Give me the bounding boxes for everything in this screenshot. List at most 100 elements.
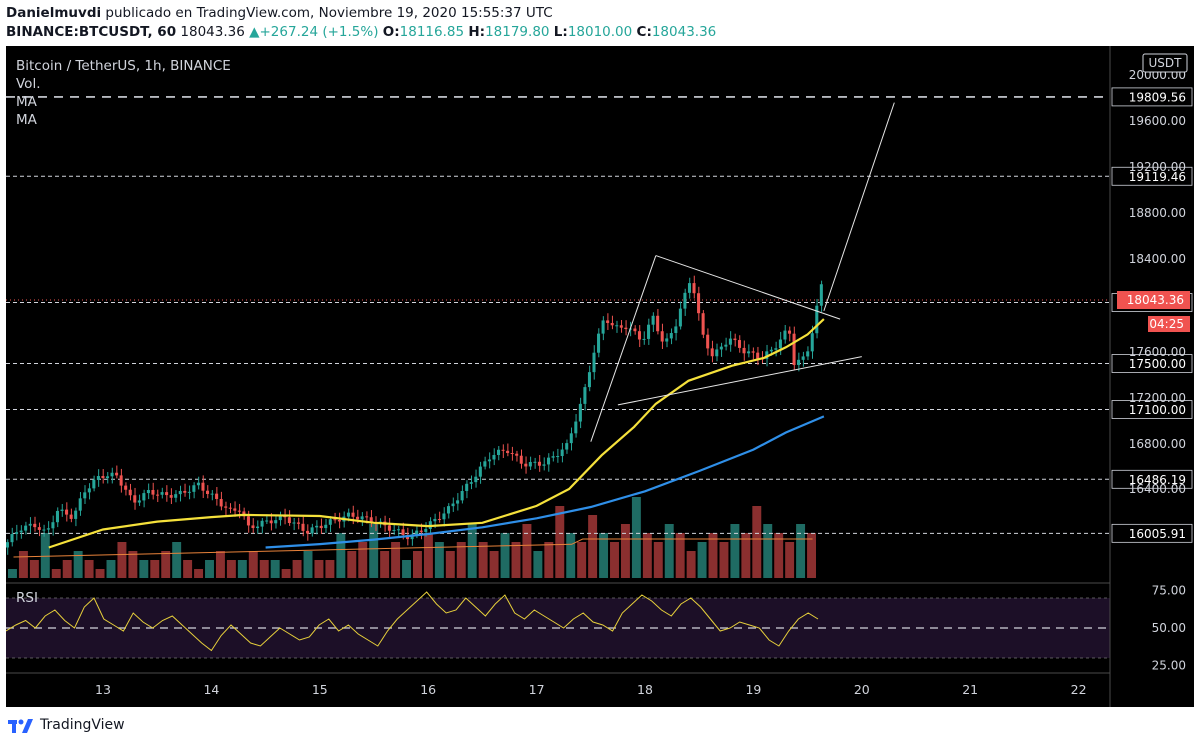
chart-title: Bitcoin / TetherUS, 1h, BINANCE [16,58,231,74]
ma-blue-line [265,415,825,549]
volume-bar [139,560,149,578]
volume-bar [653,542,663,578]
candle-body [306,530,310,534]
volume-bar [697,542,707,578]
candle-body [737,340,742,348]
candle-body [269,520,273,524]
candle-body [715,349,719,357]
high-label: H: [468,24,486,40]
candle-body [346,512,350,517]
candle-body [478,466,482,477]
candle-body [533,461,537,463]
level-label: 17500.00 [1129,357,1186,371]
moving-averages [48,318,825,549]
candle-body [24,525,28,531]
volume-bar [303,551,313,578]
candle-body [74,510,78,519]
volume-bar [270,560,280,578]
chart-area[interactable]: 16005.9116486.1917100.0017500.0018021.71… [5,46,1194,707]
candle-body [647,324,651,339]
rsi-legend: RSI [16,590,38,606]
time-axis[interactable]: 13 14 15 16 17 18 19 20 21 22 [95,682,1087,697]
candle-body [10,534,14,543]
candle-body [60,509,64,511]
volume-ma-line [13,538,813,558]
volume-bar [380,551,390,578]
tradingview-logo[interactable]: TradingView [8,716,125,734]
volume-bar [434,542,444,578]
price-tick: 17200.00 [1129,391,1186,405]
level-label: 19809.56 [1129,90,1186,104]
candle-body [333,519,337,521]
volume-bar [248,551,258,578]
level-badge [1111,87,1193,107]
candle-body [78,498,82,511]
candle-body [365,516,369,518]
candle-body [351,512,355,517]
volume-bar [183,560,193,578]
candle-body [146,490,150,494]
author-name[interactable]: Danielmuvdi [6,5,102,21]
candle-body [287,517,291,524]
candle-body [5,542,9,548]
candle-body [801,356,805,360]
candle-body [301,523,305,531]
candle-body [251,525,255,529]
price-tick: 16400.00 [1129,482,1186,496]
candle-body [137,500,141,503]
open-value: 18116.85 [399,24,465,40]
candle-body [55,510,60,523]
symbol-line: BINANCE:BTCUSDT, 60 18043.36 ▲+267.24 (+… [6,24,716,40]
levels-layer [6,96,1110,534]
candle-body [619,325,623,328]
candle-body [87,488,91,493]
volume-bar [413,551,422,578]
candle-body [583,387,587,404]
candle-body [437,518,441,520]
volume-bar [522,524,532,578]
candle-body [597,333,601,353]
candle-body [578,403,582,422]
tradingview-brand: TradingView [40,717,125,733]
volume-bar [369,524,379,578]
footer: TradingView [0,707,1200,745]
candle-body [656,315,660,332]
volume-layer [8,497,816,578]
chart-svg[interactable]: 16005.9116486.1917100.0017500.0018021.71… [5,46,1194,707]
volume-bar [610,542,619,578]
candle-body [215,493,219,499]
candle-body [519,455,523,464]
volume-bar [51,569,61,578]
candle-body [178,490,182,495]
candle-body [446,506,451,514]
volume-bar [402,560,411,578]
volume-bar [172,542,182,578]
candle-body [524,463,528,467]
candle-body [474,476,478,483]
volume-bar [62,560,72,578]
high-value: 18179.80 [485,24,550,40]
volume-bar [577,542,587,578]
candle-body [415,530,419,535]
candle-body [155,494,160,496]
currency-tag[interactable] [1142,53,1188,73]
candle-body [592,352,596,373]
candle-body [183,490,187,493]
level-badge [1111,469,1193,489]
candle-body [210,493,214,495]
volume-bar [642,533,652,578]
volume-bar [215,551,225,578]
volume-bar [73,551,83,578]
volume-bar [259,560,269,578]
candle-body [806,351,810,357]
volume-bar [84,560,94,578]
trend-line [590,255,657,442]
candle-body [792,333,796,366]
candle-body [465,483,469,491]
level-badge [1111,400,1193,419]
candle-body [205,490,210,494]
symbol-label[interactable]: BINANCE:BTCUSDT, 60 [6,24,177,40]
volume-bar [445,551,455,578]
last-price: 18043.36 [180,24,245,40]
volume-bar [774,533,784,578]
